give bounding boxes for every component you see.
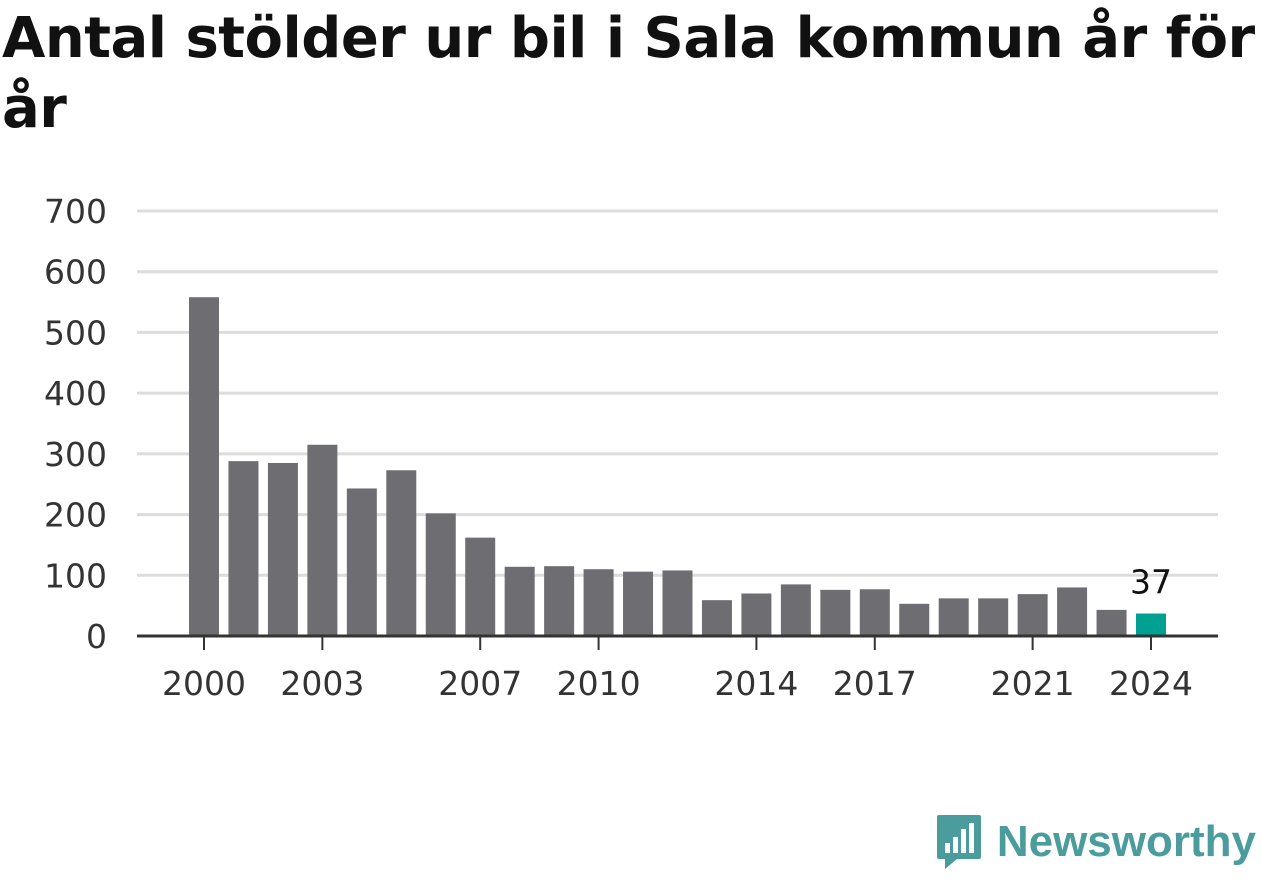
x-tick-label: 2007 xyxy=(438,664,522,703)
bar-2020 xyxy=(978,598,1009,636)
bar-2000 xyxy=(189,297,219,636)
bar-2023 xyxy=(1096,609,1127,636)
y-tick-label: 700 xyxy=(44,192,107,231)
bars xyxy=(189,297,1166,636)
x-tick-label: 2000 xyxy=(162,664,246,703)
bar-chart-logo-icon xyxy=(936,815,981,869)
y-tick-label: 600 xyxy=(44,253,107,292)
x-axis-ticks: 2000 2003 2007 2010 2014 2017 2021 2024 xyxy=(162,636,1193,703)
y-tick-label: 200 xyxy=(44,496,107,535)
bar-2013 xyxy=(701,600,732,636)
bar-2009 xyxy=(544,566,575,636)
gridlines xyxy=(137,209,1218,577)
y-tick-label: 500 xyxy=(44,313,107,352)
bar-2006 xyxy=(425,513,456,636)
x-tick-label: 2014 xyxy=(714,664,798,703)
y-tick-label: 300 xyxy=(44,435,107,474)
y-axis-ticks: 0 100 200 300 400 500 600 700 xyxy=(44,192,107,656)
x-tick-label: 2024 xyxy=(1109,664,1193,703)
bar-2018 xyxy=(899,603,930,636)
bar-2016 xyxy=(820,589,851,636)
y-tick-label: 400 xyxy=(44,374,107,413)
newsworthy-logo: Newsworthy xyxy=(935,813,1256,871)
bar-2014 xyxy=(741,593,772,636)
bar-2017 xyxy=(859,589,890,636)
bar-2003 xyxy=(307,444,338,636)
brand-name: Newsworthy xyxy=(996,817,1256,866)
bar-2007 xyxy=(465,537,496,636)
bar-2012 xyxy=(662,570,693,636)
bar-2021 xyxy=(1017,594,1048,636)
bar-2019 xyxy=(938,598,969,636)
bar-2011 xyxy=(623,571,654,636)
bar-2004 xyxy=(346,488,377,636)
x-tick-label: 2010 xyxy=(557,664,641,703)
x-tick-label: 2003 xyxy=(280,664,364,703)
bar-2015 xyxy=(780,584,811,636)
bar-2010 xyxy=(583,569,614,636)
bar-2024 xyxy=(1136,613,1166,636)
y-tick-label: 0 xyxy=(86,617,107,656)
bar-2022 xyxy=(1057,587,1088,636)
x-tick-label: 2021 xyxy=(991,664,1075,703)
y-tick-label: 100 xyxy=(44,556,107,595)
bar-2002 xyxy=(267,462,298,636)
data-labels: 37 xyxy=(1130,563,1172,602)
chart-title: Antal stölder ur bil i Sala kommun år fö… xyxy=(2,6,1255,141)
x-tick-label: 2017 xyxy=(833,664,917,703)
bar-2001 xyxy=(228,461,259,636)
data-label-2024: 37 xyxy=(1130,563,1172,602)
bar-2008 xyxy=(504,566,535,636)
bar-2005 xyxy=(386,470,417,636)
